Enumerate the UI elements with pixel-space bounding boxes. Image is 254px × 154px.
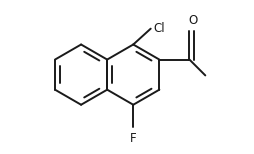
Text: O: O xyxy=(189,14,198,27)
Text: Cl: Cl xyxy=(153,22,165,35)
Text: F: F xyxy=(130,132,137,145)
